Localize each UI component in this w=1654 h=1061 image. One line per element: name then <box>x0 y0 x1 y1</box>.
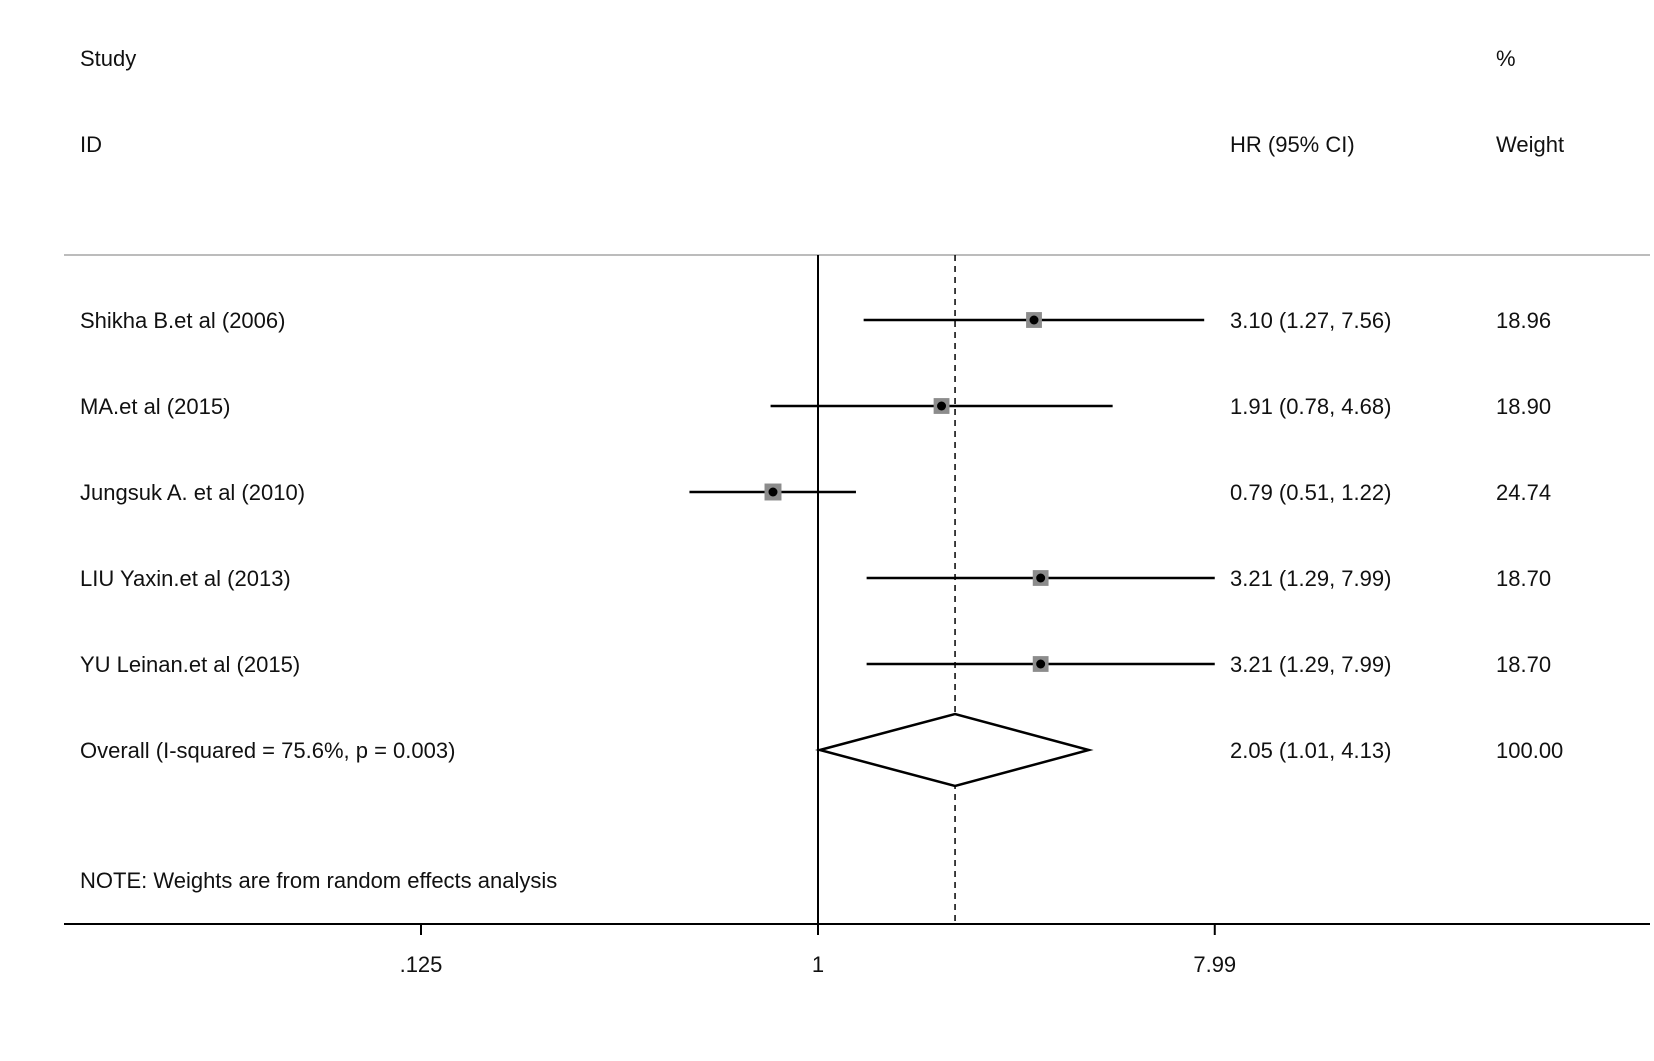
study-label: LIU Yaxin.et al (2013) <box>80 566 291 591</box>
study-weight: 18.90 <box>1496 394 1551 419</box>
overall-diamond <box>815 712 1094 788</box>
study-hr-ci: 0.79 (0.51, 1.22) <box>1230 480 1391 505</box>
x-tick-label: .125 <box>400 952 443 977</box>
study-weight: 24.74 <box>1496 480 1551 505</box>
study-label: Shikha B.et al (2006) <box>80 308 285 333</box>
study-label: MA.et al (2015) <box>80 394 230 419</box>
point-estimate <box>937 401 947 411</box>
study-label: Jungsuk A. et al (2010) <box>80 480 305 505</box>
note-text: NOTE: Weights are from random effects an… <box>80 868 557 893</box>
overall-weight: 100.00 <box>1496 738 1563 763</box>
header-id: ID <box>80 132 102 157</box>
overall-hr-ci: 2.05 (1.01, 4.13) <box>1230 738 1391 763</box>
point-estimate <box>1029 315 1039 325</box>
point-estimate <box>768 487 778 497</box>
header-study: Study <box>80 46 136 71</box>
header-weight: Weight <box>1496 132 1564 157</box>
study-weight: 18.70 <box>1496 566 1551 591</box>
point-estimate <box>1036 573 1046 583</box>
study-hr-ci: 3.21 (1.29, 7.99) <box>1230 652 1391 677</box>
study-weight: 18.70 <box>1496 652 1551 677</box>
overall-label: Overall (I-squared = 75.6%, p = 0.003) <box>80 738 455 763</box>
x-axis: .125 1 7.99 <box>400 924 1236 977</box>
study-weight: 18.96 <box>1496 308 1551 333</box>
x-tick-label: 1 <box>812 952 824 977</box>
point-estimate <box>1036 659 1046 669</box>
study-hr-ci: 1.91 (0.78, 4.68) <box>1230 394 1391 419</box>
study-hr-ci: 3.10 (1.27, 7.56) <box>1230 308 1391 333</box>
header-estimate: HR (95% CI) <box>1230 132 1355 157</box>
header-percent: % <box>1496 46 1516 71</box>
study-label: YU Leinan.et al (2015) <box>80 652 300 677</box>
x-tick-label: 7.99 <box>1193 952 1236 977</box>
study-hr-ci: 3.21 (1.29, 7.99) <box>1230 566 1391 591</box>
plot-area: Shikha B.et al (2006) 3.10 (1.27, 7.56) 18… <box>80 255 1563 924</box>
